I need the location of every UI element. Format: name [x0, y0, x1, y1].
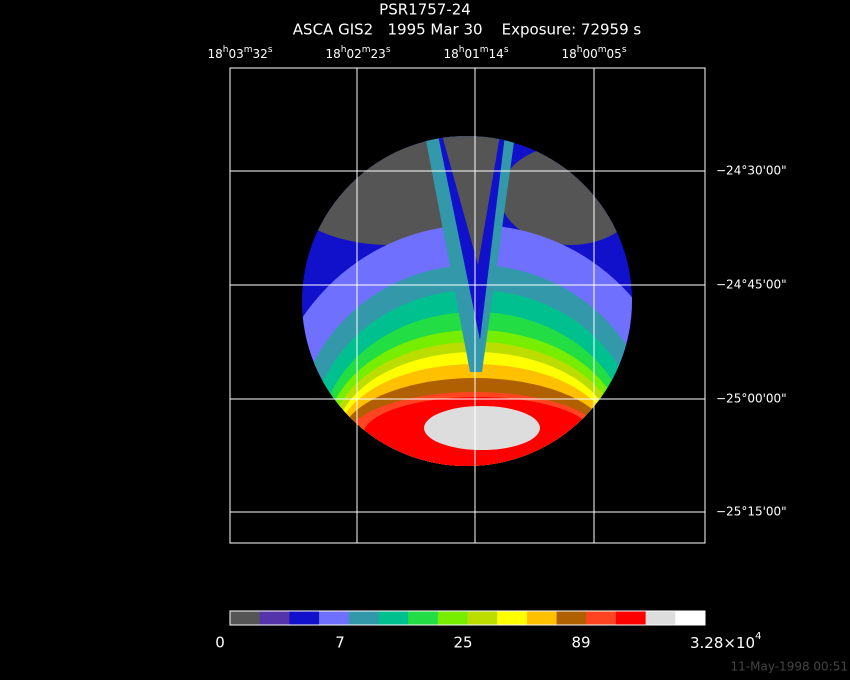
ra-part: h	[459, 45, 465, 55]
timestamp: 11-May-1998 00:51	[731, 660, 848, 674]
ra-part: 18	[561, 47, 576, 61]
mantissa: 3.28×10	[690, 634, 755, 652]
exponent: 4	[755, 631, 761, 642]
ra-part: 03	[228, 47, 243, 61]
ra-part: m	[362, 45, 371, 55]
colorbar-cell	[378, 611, 409, 625]
ra-label: 18h01m14s	[443, 45, 508, 61]
ra-part: s	[504, 45, 509, 55]
colorbar-cell	[556, 611, 587, 625]
colorbar-cell	[289, 611, 320, 625]
colorbar-label: 7	[335, 634, 345, 652]
colorbar-cell	[437, 611, 468, 625]
colorbar-label: 89	[571, 634, 590, 652]
ra-part: 18	[325, 47, 340, 61]
colorbar-cell	[615, 611, 647, 625]
ra-label: 18h02m23s	[325, 45, 390, 61]
colorbar-cell	[526, 611, 558, 625]
dec-label: −24°45'00"	[716, 278, 787, 292]
colorbar-cell	[348, 611, 379, 625]
dec-label: −25°15'00"	[716, 505, 787, 519]
ra-label: 18h03m32s	[207, 45, 272, 61]
ra-label: 18h00m05s	[561, 45, 626, 61]
colorbar-cell	[467, 611, 498, 625]
subtitle: ASCA GIS2 1995 Mar 30 Exposure: 72959 s	[293, 21, 642, 39]
ra-part: 14	[489, 47, 504, 61]
ra-part: h	[577, 45, 583, 55]
ra-part: 32	[253, 47, 268, 61]
dec-label: −24°30'00"	[716, 164, 787, 178]
ra-part: 23	[371, 47, 386, 61]
ra-part: 18	[207, 47, 222, 61]
ra-part: h	[341, 45, 347, 55]
ra-part: 02	[346, 47, 361, 61]
colorbar-cell	[319, 611, 350, 625]
ra-part: 05	[607, 47, 622, 61]
dec-label: −25°00'00"	[716, 392, 787, 406]
colorbar-cell	[408, 611, 439, 625]
ra-part: h	[223, 45, 229, 55]
coordinate-grid	[229, 67, 706, 544]
colorbar-cell	[230, 611, 261, 625]
ra-part: m	[480, 45, 489, 55]
colorbar-cell	[259, 611, 290, 625]
colorbar-cell	[497, 611, 528, 625]
colorbar-frame	[229, 610, 706, 626]
ra-part: 01	[464, 47, 479, 61]
ra-part: 18	[443, 47, 458, 61]
title: PSR1757-24	[379, 1, 471, 19]
ra-part: s	[622, 45, 627, 55]
ra-part: s	[268, 45, 273, 55]
colorbar-label: 0	[215, 634, 225, 652]
ra-part: s	[386, 45, 391, 55]
colorbar-max-label: 3.28×104	[690, 631, 761, 652]
ra-part: 00	[582, 47, 597, 61]
colorbar-cell	[586, 611, 617, 625]
ra-part: m	[244, 45, 253, 55]
ra-part: m	[598, 45, 607, 55]
colorbar-cell	[675, 611, 706, 625]
colorbar-label: 25	[453, 634, 472, 652]
colorbar-cell	[645, 611, 676, 625]
